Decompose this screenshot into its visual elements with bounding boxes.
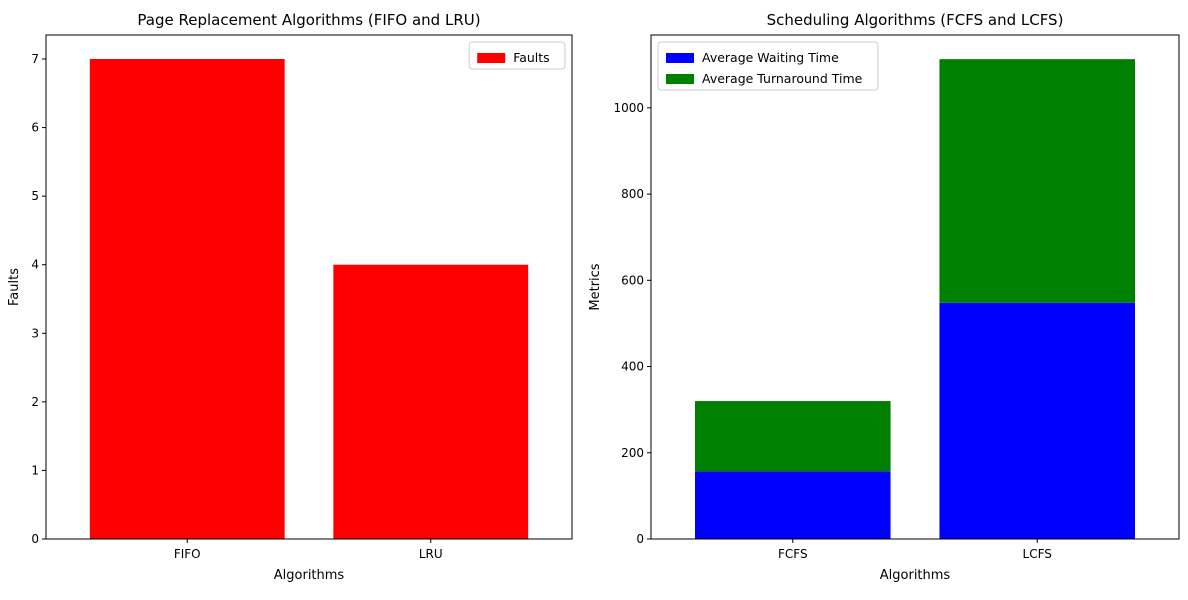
legend-label: Average Waiting Time [702, 50, 839, 65]
y-tick-label: 1 [31, 463, 39, 477]
x-tick-label: LRU [419, 547, 443, 561]
y-axis-label: Metrics [588, 263, 603, 310]
legend-frame [657, 41, 879, 91]
x-tick-label: LCFS [1023, 547, 1052, 561]
x-axis-label: Algorithms [274, 568, 345, 583]
y-tick-label: 400 [621, 360, 644, 374]
y-tick-label: 200 [621, 446, 644, 460]
chart-title: Page Replacement Algorithms (FIFO and LR… [137, 11, 480, 29]
y-axis-label: Faults [7, 268, 22, 306]
scheduling-chart: Scheduling Algorithms (FCFS and LCFS) 0 20… [588, 11, 1180, 583]
bar-lcfs-series-0 [939, 302, 1135, 539]
plot-frame [650, 34, 1180, 540]
y-tick-label: 1000 [613, 101, 644, 115]
legend-label: Average Turnaround Time [702, 71, 863, 86]
y-tick-label: 3 [31, 326, 39, 340]
bar-fifo-series-0 [89, 59, 285, 539]
page-replacement-chart: Page Replacement Algorithms (FIFO and LR… [7, 11, 573, 583]
legend-label: Faults [513, 50, 550, 65]
y-tick-label: 0 [636, 532, 644, 546]
legend-swatch [666, 74, 694, 84]
x-tick-label: FIFO [174, 547, 201, 561]
legend-swatch [477, 53, 506, 63]
x-axis-label: Algorithms [880, 568, 951, 583]
y-tick-label: 800 [621, 187, 644, 201]
plot-frame [45, 34, 573, 540]
y-tick-label: 6 [31, 121, 39, 135]
x-tick-label: FCFS [778, 547, 808, 561]
y-tick-label: 2 [31, 395, 39, 409]
chart-title: Scheduling Algorithms (FCFS and LCFS) [767, 11, 1064, 29]
y-tick-label: 0 [31, 532, 39, 546]
legend: Faults [468, 41, 566, 70]
y-tick-label: 600 [621, 273, 644, 287]
legend: Average Waiting Time Average Turnaround T… [657, 41, 879, 91]
bar-fcfs-series-0 [695, 471, 891, 539]
bar-lru-series-0 [333, 264, 529, 539]
bar-fcfs-series-1 [695, 401, 891, 472]
y-tick-label: 4 [31, 258, 39, 272]
legend-swatch [666, 53, 694, 63]
bar-lcfs-series-1 [939, 59, 1135, 303]
y-tick-label: 5 [31, 189, 39, 203]
y-tick-label: 7 [31, 52, 39, 66]
